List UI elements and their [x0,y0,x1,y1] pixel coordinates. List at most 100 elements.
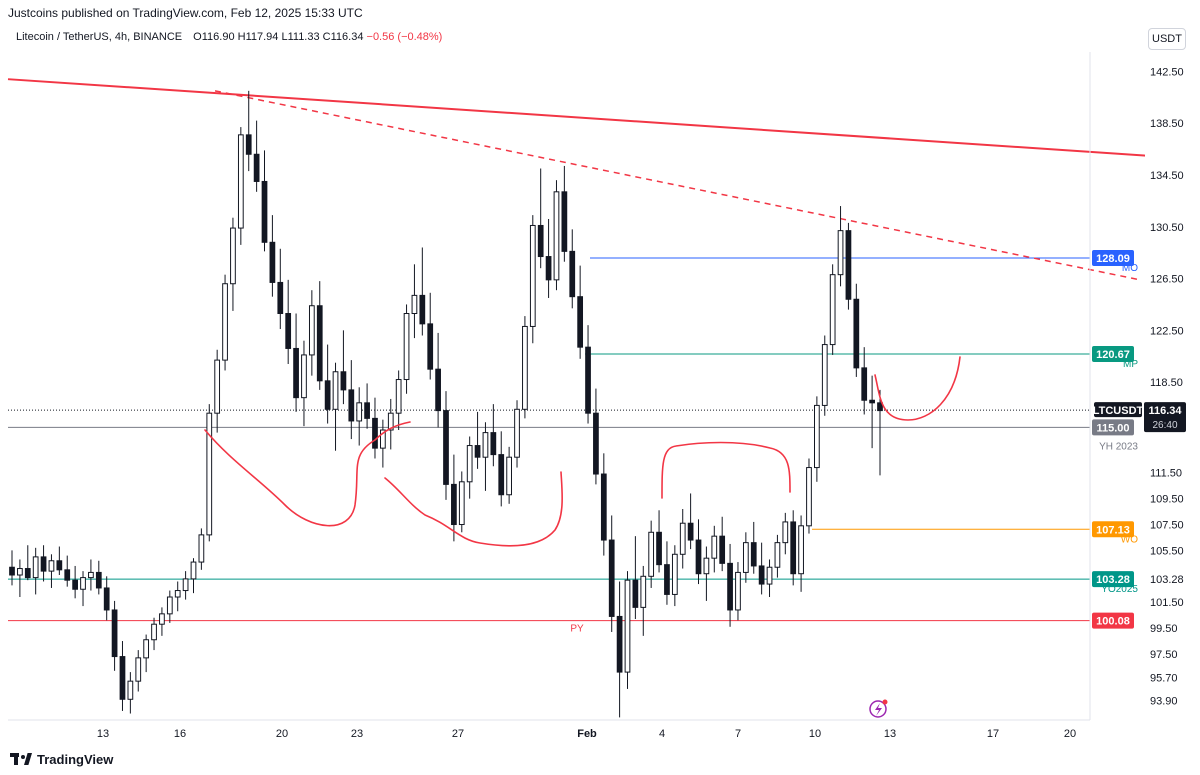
hand-drawn-curve [204,421,411,527]
candle-body [230,227,236,285]
candle [727,543,733,627]
candle [72,565,78,599]
candle [190,558,197,594]
tradingview-logo-icon [10,753,32,765]
tradingview-brand[interactable]: TradingView [10,750,113,768]
candle [80,571,86,607]
candle [758,542,765,595]
hand-drawn-curve [384,471,563,547]
candle-body [261,180,268,243]
candle [443,391,449,500]
time-tick-label: 13 [884,728,896,740]
candle-body [182,578,189,592]
level-price-badge-text: 107.13 [1096,524,1130,536]
candle-body [869,399,875,404]
publisher-banner: Justcoins published on TradingView.com, … [8,6,363,20]
candle [174,581,181,612]
candle [829,264,836,355]
brand-name: TradingView [37,751,114,767]
candle [735,562,741,621]
candle-body [671,553,678,595]
candle-body [222,283,228,361]
candle-body [364,402,370,419]
candle [600,453,607,556]
candle-body [340,371,347,391]
candle [419,247,426,336]
price-tick-label: 97.50 [1150,649,1178,661]
candle-body [198,534,205,563]
candle-body [119,656,126,700]
candle [664,541,670,605]
time-tick-label: 20 [1064,728,1076,740]
candle-body [72,579,78,590]
price-tick-label: 111.50 [1150,468,1182,480]
candle [671,545,678,607]
level-price-badge [1092,612,1134,629]
candle [624,571,631,689]
candle-body [758,565,765,585]
candle [17,559,23,598]
candle-body [766,566,773,585]
candle [151,617,157,651]
candle [206,404,213,542]
candle [324,344,331,424]
candle [656,510,662,573]
candle-body [32,556,39,579]
candle [482,422,489,491]
candle-body [648,531,655,577]
candle [261,150,268,252]
symbol-title[interactable]: Litecoin / TetherUS, 4h, BINANCE [16,31,183,43]
level-price-badge [1092,521,1134,538]
candle-body [656,531,662,566]
candle [395,370,402,431]
candle-body [293,347,299,399]
candle [308,290,315,376]
candle-body [798,525,804,575]
candle [742,532,749,583]
candle [569,229,576,309]
candle [301,340,307,427]
candle-body [64,569,71,581]
candle-body [348,389,355,422]
candle [269,215,276,297]
lightning-icon[interactable] [869,699,888,718]
candle-body [742,542,749,573]
candle-body [608,539,615,617]
candle [687,493,694,550]
time-tick-label: 20 [276,728,288,740]
candle-body [143,639,150,659]
candle-body [40,556,47,572]
candle-body [837,230,844,276]
candle [679,508,686,569]
candle [387,398,394,450]
ohlc-open: O116.90 [193,31,235,43]
candle-body [624,579,631,673]
candle-body [466,445,473,483]
candle-body [17,568,23,576]
candle [514,400,520,468]
candle-body [80,577,86,590]
candle [774,534,781,578]
candle-body [111,609,118,658]
candle [529,215,536,344]
candle-body [214,359,221,414]
candle-body [9,566,15,576]
candle-body [735,571,741,611]
candle-body [451,483,457,526]
candle [32,547,39,595]
price-tick-label: 126.50 [1150,274,1184,286]
currency-button[interactable]: USDT [1148,28,1186,50]
symbol-badge [1094,402,1142,418]
candle [95,560,102,595]
candle [782,512,789,555]
time-tick-label: Feb [577,728,597,740]
symbol-badge-text: LTCUSDT [1093,405,1144,417]
candle [506,446,512,504]
candle [111,600,118,671]
candle [537,168,544,269]
price-tick-label: 134.50 [1150,170,1184,182]
candle [806,458,812,534]
candle-body [845,230,852,300]
candle-body [245,134,252,155]
